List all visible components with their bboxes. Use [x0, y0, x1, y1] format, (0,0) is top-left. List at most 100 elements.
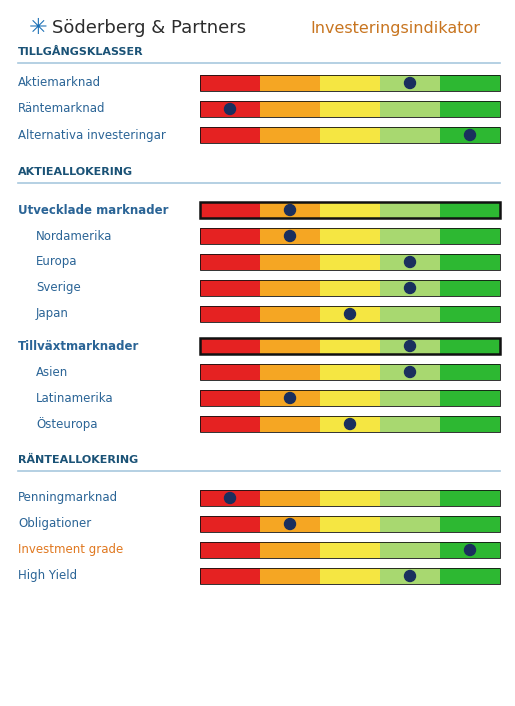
Bar — [200, 416, 260, 432]
Bar — [320, 542, 380, 558]
Bar — [320, 416, 380, 432]
Bar — [200, 127, 500, 143]
Bar — [260, 306, 320, 322]
Bar — [320, 101, 380, 117]
Bar — [260, 280, 320, 296]
Bar — [380, 254, 440, 270]
Bar — [380, 228, 440, 244]
Text: ✳: ✳ — [29, 18, 47, 38]
Bar — [440, 254, 500, 270]
Bar — [440, 202, 500, 218]
Bar — [320, 516, 380, 532]
Circle shape — [284, 230, 296, 241]
Bar — [200, 202, 500, 218]
Bar — [320, 127, 380, 143]
Bar — [200, 568, 260, 584]
Bar — [200, 568, 500, 584]
Bar — [380, 364, 440, 380]
Bar — [200, 101, 500, 117]
Bar — [380, 202, 440, 218]
Circle shape — [404, 282, 416, 294]
Text: Obligationer: Obligationer — [18, 517, 91, 530]
Bar — [200, 542, 500, 558]
Circle shape — [404, 366, 416, 378]
Bar — [200, 364, 260, 380]
Bar — [260, 254, 320, 270]
Bar — [440, 364, 500, 380]
Bar — [380, 542, 440, 558]
Bar — [380, 75, 440, 91]
Bar — [380, 127, 440, 143]
Bar — [200, 516, 260, 532]
Bar — [200, 390, 260, 406]
Bar — [200, 416, 500, 432]
Circle shape — [404, 340, 416, 352]
Bar — [260, 202, 320, 218]
Bar — [200, 101, 260, 117]
Bar — [380, 490, 440, 506]
Text: Penningmarknad: Penningmarknad — [18, 491, 118, 505]
Bar — [320, 338, 380, 354]
Circle shape — [465, 544, 475, 556]
Bar — [380, 416, 440, 432]
Bar — [380, 338, 440, 354]
Bar — [200, 280, 260, 296]
Text: Europa: Europa — [36, 256, 77, 268]
Bar — [200, 280, 500, 296]
Bar — [260, 75, 320, 91]
Text: RÄNTEALLOKERING: RÄNTEALLOKERING — [18, 455, 138, 465]
Bar — [260, 364, 320, 380]
Circle shape — [284, 518, 296, 530]
Bar — [320, 228, 380, 244]
Bar — [200, 127, 260, 143]
Text: High Yield: High Yield — [18, 570, 77, 582]
Text: Investment grade: Investment grade — [18, 544, 123, 556]
Bar — [260, 101, 320, 117]
Bar — [260, 390, 320, 406]
Text: Sverige: Sverige — [36, 282, 81, 294]
Bar — [200, 228, 500, 244]
Bar — [320, 364, 380, 380]
Text: Östeuropa: Östeuropa — [36, 417, 97, 431]
Bar — [200, 490, 500, 506]
Bar — [260, 568, 320, 584]
Bar — [200, 75, 500, 91]
Bar — [200, 228, 260, 244]
Bar — [320, 490, 380, 506]
Bar — [200, 542, 260, 558]
Bar — [380, 101, 440, 117]
Text: Räntemarknad: Räntemarknad — [18, 102, 106, 116]
Bar — [320, 280, 380, 296]
Bar — [260, 127, 320, 143]
Bar — [200, 338, 260, 354]
Bar — [440, 516, 500, 532]
Bar — [380, 306, 440, 322]
Circle shape — [225, 104, 235, 114]
Text: Alternativa investeringar: Alternativa investeringar — [18, 128, 166, 141]
Bar — [260, 542, 320, 558]
Bar — [260, 228, 320, 244]
Bar — [440, 390, 500, 406]
Circle shape — [345, 309, 355, 320]
Bar — [440, 542, 500, 558]
Bar — [260, 516, 320, 532]
Bar — [260, 416, 320, 432]
Bar — [440, 127, 500, 143]
Text: AKTIEALLOKERING: AKTIEALLOKERING — [18, 167, 133, 177]
Bar — [200, 306, 260, 322]
Text: Latinamerika: Latinamerika — [36, 392, 114, 405]
Bar — [200, 516, 500, 532]
Bar — [440, 416, 500, 432]
Text: Aktiemarknad: Aktiemarknad — [18, 76, 101, 90]
Bar — [440, 338, 500, 354]
Bar — [380, 568, 440, 584]
Bar — [320, 75, 380, 91]
Circle shape — [404, 570, 416, 582]
Bar — [440, 280, 500, 296]
Text: Nordamerika: Nordamerika — [36, 229, 112, 242]
Bar — [260, 338, 320, 354]
Text: Söderberg & Partners: Söderberg & Partners — [52, 19, 246, 37]
Bar — [260, 490, 320, 506]
Bar — [200, 338, 500, 354]
Text: Investeringsindikator: Investeringsindikator — [310, 20, 480, 35]
